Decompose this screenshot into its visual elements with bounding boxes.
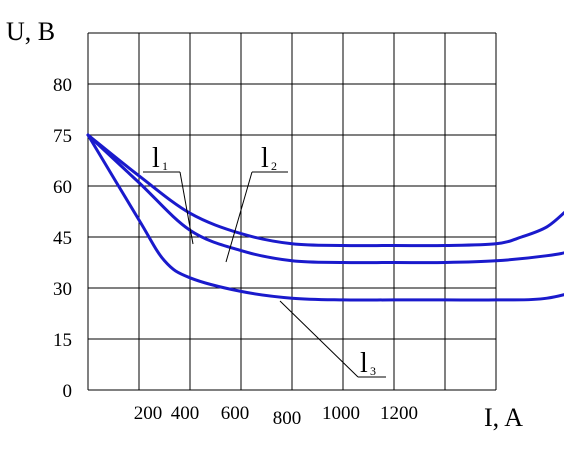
x-tick-label: 1200 [380,403,418,424]
y-tick-label: 45 [53,228,72,249]
x-axis-title: I, A [484,403,523,432]
y-tick-label: 60 [53,177,72,198]
series-line-3 [86,133,564,302]
x-tick-label: 600 [221,403,250,424]
y-tick-label: 15 [53,330,72,351]
x-tick-label: 200 [134,403,163,424]
x-tick-label: 800 [273,408,302,429]
series-label-3: l [360,348,368,379]
y-tick-label: 75 [53,126,72,147]
series-label-subscript-2: 2 [271,159,277,173]
chart-grid [87,32,497,391]
series-line-1 [86,133,564,248]
x-tick-label: 400 [171,403,200,424]
chart-tick-labels: 200 400 600 800 1000 1200 0 15 30 45 60 75 80 [53,75,418,429]
series-line-2 [86,133,564,265]
chart-series [86,133,564,302]
x-tick-label: 1000 [322,403,360,424]
y-tick-label: 0 [63,381,73,402]
curve-leader-lines: l 1 l 2l 3 [143,143,386,379]
series-label-subscript-3: 3 [370,364,376,378]
leader-line-2 [225,171,253,263]
series-label-2: l [261,143,269,174]
series-label-subscript-1: 1 [162,159,168,173]
y-axis-title: U, B [6,17,55,46]
series-label-1: l [152,143,160,174]
leader-line-1 [179,171,194,245]
leader-line-3 [279,300,359,378]
y-tick-label: 30 [53,279,72,300]
y-tick-label: 80 [53,75,72,96]
